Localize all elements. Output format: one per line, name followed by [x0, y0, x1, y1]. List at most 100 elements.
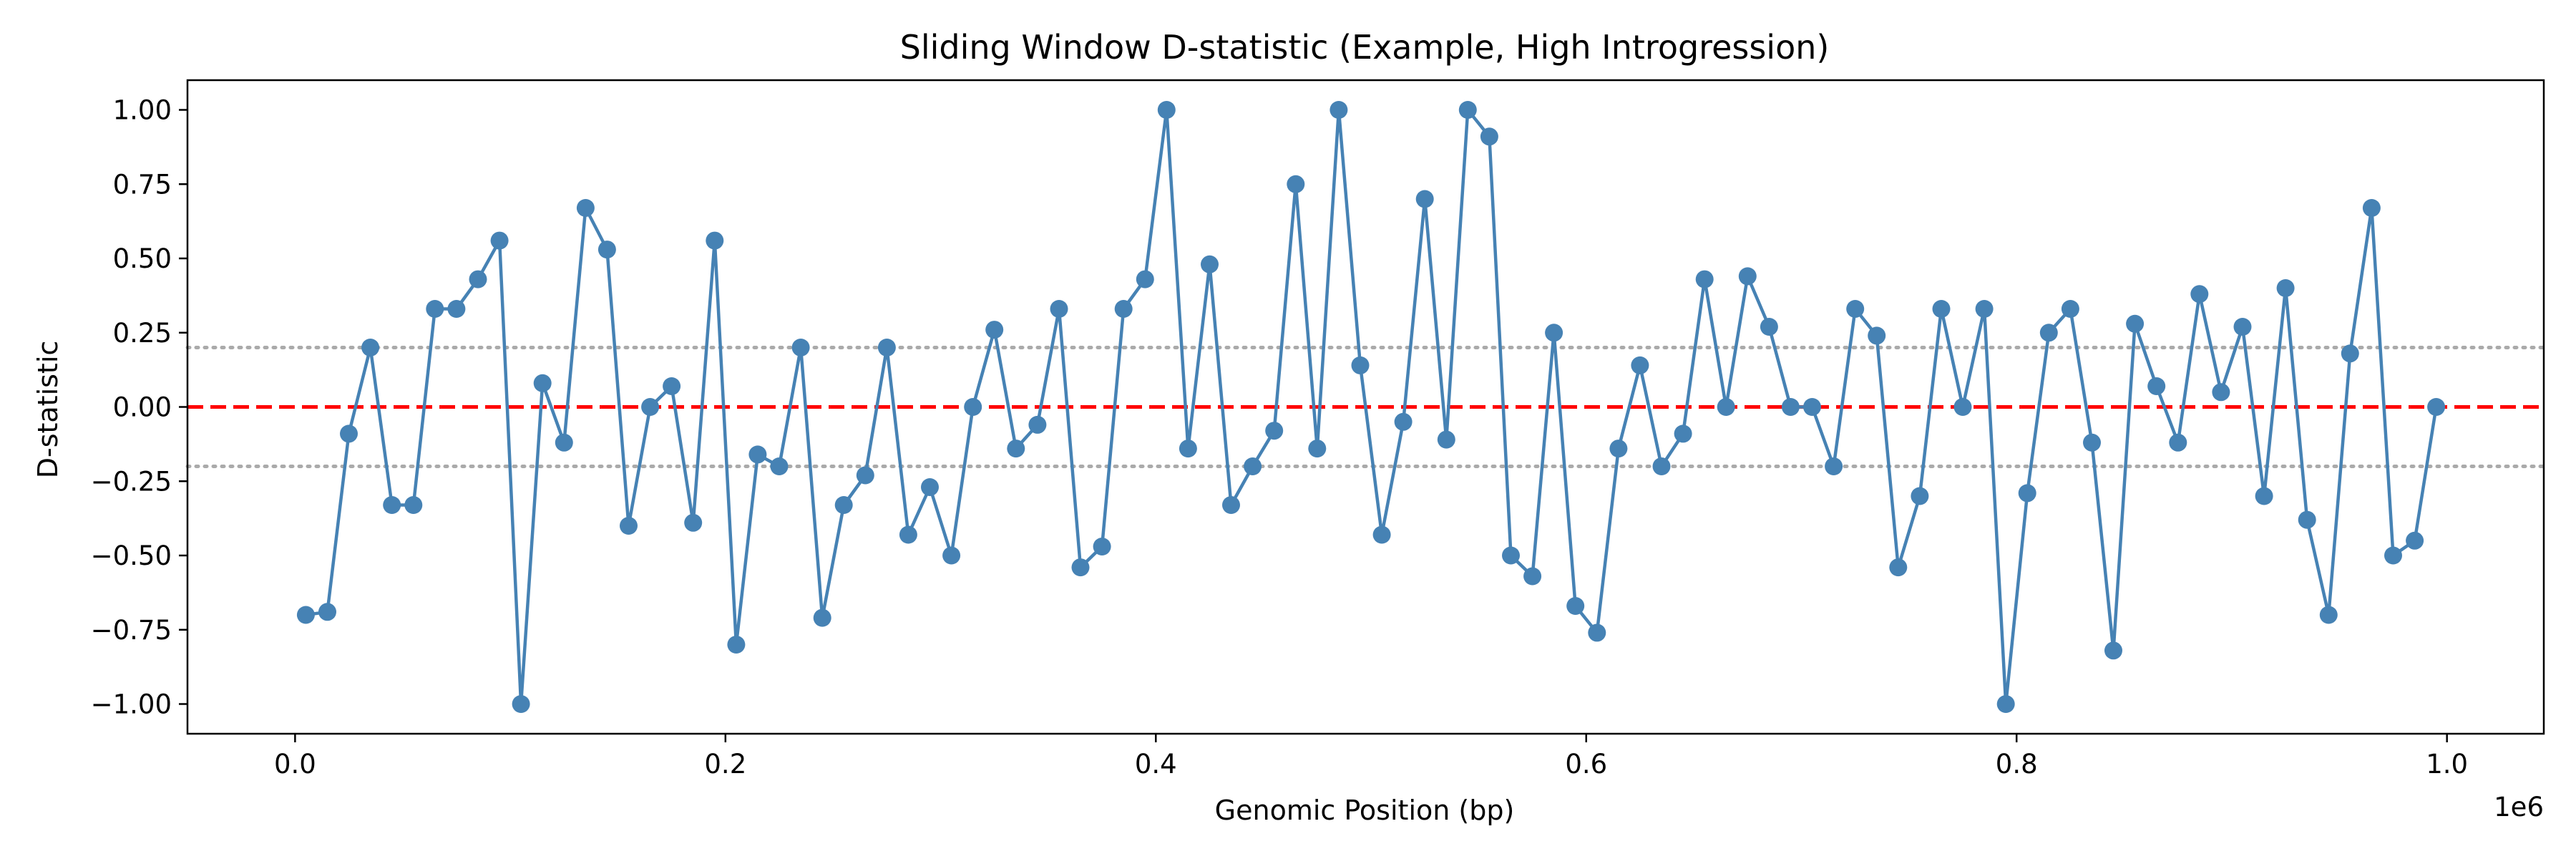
y-tick-label: −0.75	[91, 615, 172, 646]
data-point	[2362, 199, 2381, 217]
data-point	[1415, 190, 1434, 208]
data-point	[1825, 457, 1843, 475]
data-point	[2039, 324, 2058, 342]
data-point	[1588, 623, 1606, 642]
data-point	[2169, 433, 2187, 452]
data-point	[1717, 398, 1735, 416]
data-point	[2384, 546, 2402, 565]
data-point	[1609, 440, 1628, 458]
y-tick-label: 0.75	[113, 169, 172, 200]
series-line	[306, 108, 2438, 706]
data-point	[533, 374, 552, 392]
data-point	[2212, 383, 2230, 402]
data-point	[1458, 101, 1477, 119]
data-point	[1566, 597, 1585, 615]
data-point	[770, 457, 789, 475]
data-point	[1394, 412, 1413, 431]
data-point	[2147, 377, 2166, 395]
data-point	[985, 321, 1004, 339]
data-point	[1351, 356, 1370, 374]
data-point	[296, 606, 315, 624]
data-point	[469, 270, 487, 288]
data-point	[2406, 531, 2424, 550]
data-point	[2276, 279, 2295, 297]
data-point	[877, 339, 896, 356]
data-point	[2319, 606, 2338, 624]
data-point	[791, 339, 810, 356]
data-point	[921, 478, 939, 496]
y-axis-label: D-statistic	[32, 341, 64, 479]
data-point	[1157, 101, 1176, 119]
data-point	[813, 608, 831, 627]
data-point	[727, 636, 746, 654]
plot-area: 0.0 0.2 0.4 0.6 0.8 1.0 1.00 0.75 0.50 0.25 0.00 −0…	[91, 79, 2546, 780]
data-point	[383, 496, 401, 514]
data-point	[856, 466, 874, 485]
data-point	[318, 603, 336, 621]
data-point	[1738, 267, 1757, 286]
data-point	[1868, 326, 1886, 345]
data-point	[512, 695, 530, 713]
x-tick-label: 0.2	[704, 749, 746, 780]
data-point	[1652, 457, 1671, 475]
data-point	[426, 300, 444, 318]
data-point	[2190, 285, 2209, 304]
x-axis-label: Genomic Position (bp)	[1215, 795, 1515, 826]
x-tick-label: 0.6	[1565, 749, 1607, 780]
y-tick-label: 1.00	[113, 95, 172, 126]
data-point	[1244, 457, 1262, 475]
data-point	[1028, 415, 1047, 434]
data-point	[1911, 487, 1929, 505]
data-point	[1781, 398, 1800, 416]
data-point	[2298, 510, 2316, 529]
data-point	[641, 398, 660, 416]
data-point	[340, 424, 358, 443]
data-point	[2255, 487, 2273, 505]
data-point	[1114, 300, 1133, 318]
data-point	[620, 517, 638, 535]
data-point	[597, 241, 616, 259]
data-point	[1136, 270, 1154, 288]
data-point	[1007, 440, 1025, 458]
data-point	[2427, 398, 2446, 416]
x-tick-label: 1.0	[2426, 749, 2468, 780]
y-tick-label: 0.50	[113, 243, 172, 274]
data-point	[2061, 300, 2079, 318]
data-point	[684, 513, 703, 532]
data-point	[1372, 525, 1391, 544]
data-point	[1437, 430, 1455, 449]
data-point	[1265, 422, 1284, 440]
data-point	[1093, 538, 1111, 555]
y-tick-label: 0.25	[113, 318, 172, 349]
data-point	[748, 445, 767, 464]
data-point	[2341, 344, 2359, 363]
data-point	[361, 339, 380, 356]
y-tick-label: −1.00	[91, 689, 172, 720]
y-tick-label: 0.00	[113, 392, 172, 423]
data-point	[1996, 695, 2015, 713]
data-point	[2104, 641, 2122, 660]
data-point	[706, 231, 724, 250]
x-tick-label: 0.0	[274, 749, 316, 780]
data-point	[1287, 175, 1305, 193]
data-point	[1222, 496, 1240, 514]
data-point	[1803, 398, 1821, 416]
x-axis-offset-label: 1e6	[2494, 792, 2544, 822]
data-point	[576, 199, 595, 217]
data-point	[1760, 318, 1778, 336]
data-point	[1631, 356, 1649, 374]
data-point	[1050, 300, 1068, 318]
data-point	[1889, 558, 1908, 577]
data-point	[1502, 546, 1520, 565]
data-point	[663, 377, 681, 395]
x-tick-label: 0.8	[1996, 749, 2038, 780]
data-point	[1179, 440, 1197, 458]
data-point	[1330, 101, 1348, 119]
data-point	[1201, 255, 1219, 273]
data-point	[1674, 424, 1692, 443]
data-point	[1953, 398, 1972, 416]
data-point	[1523, 567, 1542, 586]
